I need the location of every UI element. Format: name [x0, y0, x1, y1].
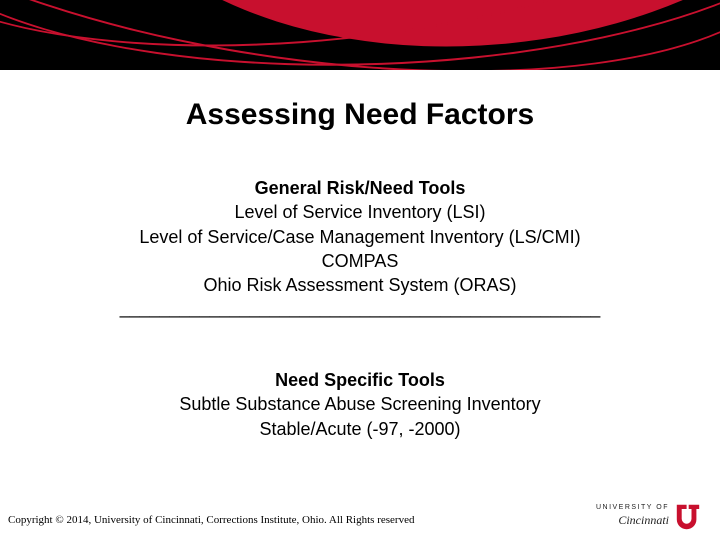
- page-title: Assessing Need Factors: [0, 98, 720, 132]
- section2-line: Stable/Acute (-97, -2000): [0, 417, 720, 441]
- logo-text: UNIVERSITY OF Cincinnati: [596, 504, 669, 528]
- logo-text-line1: UNIVERSITY OF: [596, 504, 669, 513]
- section1-line: Level of Service Inventory (LSI): [0, 200, 720, 224]
- section1-line: COMPAS: [0, 249, 720, 273]
- section-general: General Risk/Need Tools Level of Service…: [0, 176, 720, 319]
- logo-text-line2: Cincinnati: [596, 513, 669, 528]
- section1-line: Level of Service/Case Management Invento…: [0, 225, 720, 249]
- section-need-specific: Need Specific Tools Subtle Substance Abu…: [0, 368, 720, 441]
- slide: Assessing Need Factors General Risk/Need…: [0, 0, 720, 540]
- copyright: Copyright © 2014, University of Cincinna…: [8, 514, 414, 526]
- section1-line: Ohio Risk Assessment System (ORAS): [0, 273, 720, 297]
- uc-mark-icon: [674, 502, 702, 530]
- section2-line: Subtle Substance Abuse Screening Invento…: [0, 392, 720, 416]
- divider: ________________________________________…: [0, 299, 720, 319]
- header-band: [0, 0, 720, 70]
- section1-heading: General Risk/Need Tools: [0, 176, 720, 200]
- section2-heading: Need Specific Tools: [0, 368, 720, 392]
- uc-logo: UNIVERSITY OF Cincinnati: [596, 502, 702, 530]
